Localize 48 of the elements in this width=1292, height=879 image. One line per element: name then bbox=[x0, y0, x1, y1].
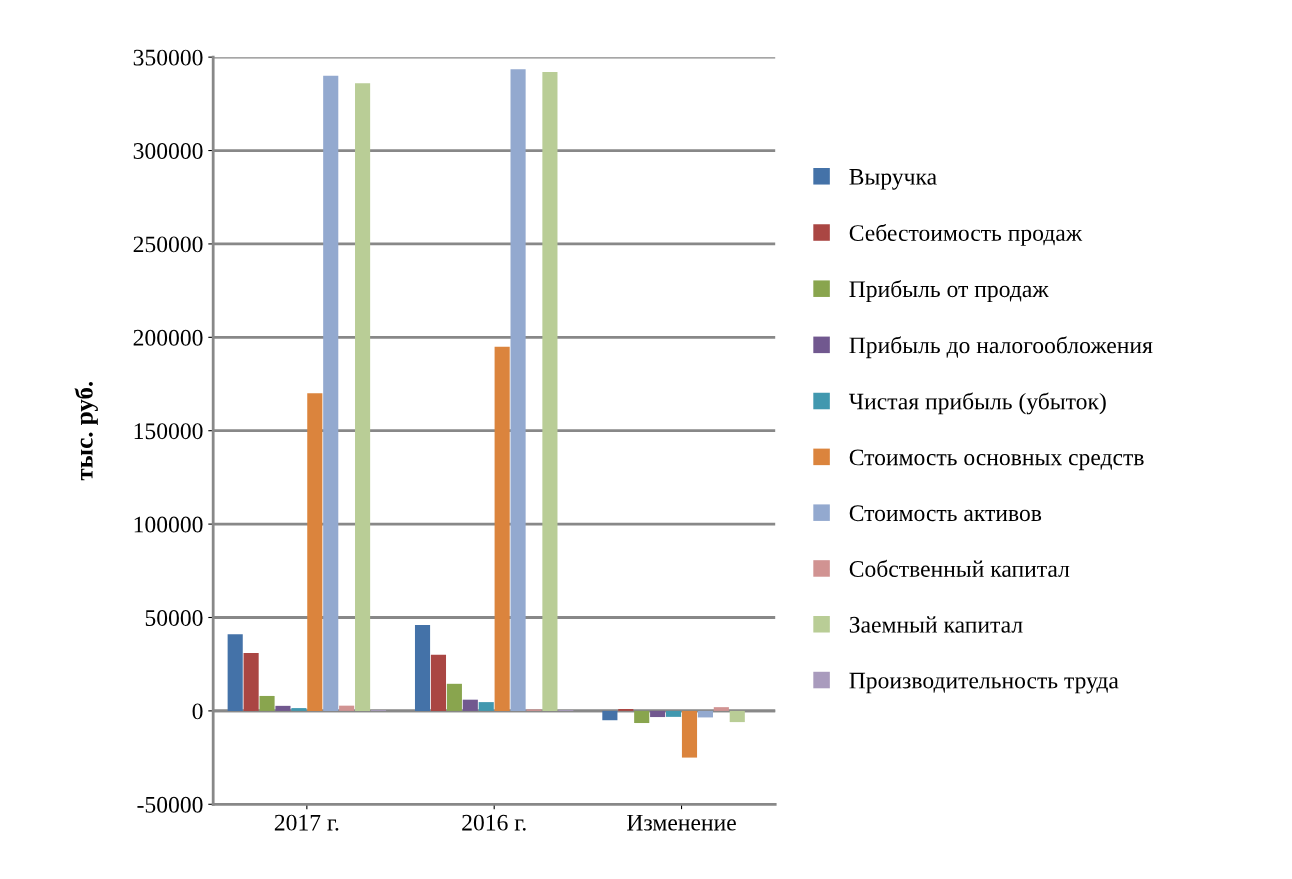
y-tick-label: 150000 bbox=[134, 423, 203, 440]
legend-label: Заемный капитал bbox=[849, 616, 1023, 633]
bar bbox=[323, 75, 339, 711]
bar bbox=[414, 624, 431, 711]
bar bbox=[713, 707, 729, 711]
x-tick-label: 2016 г. bbox=[462, 814, 526, 831]
x-tick-label: Изменение bbox=[627, 814, 736, 831]
y-tick-label: -50000 bbox=[137, 796, 203, 813]
bar bbox=[291, 708, 307, 711]
bar bbox=[307, 393, 323, 711]
legend-label: Стоимость активов bbox=[849, 505, 1042, 522]
bar bbox=[462, 699, 478, 711]
bar bbox=[339, 705, 355, 711]
bar bbox=[478, 702, 494, 711]
bar bbox=[650, 710, 666, 718]
bar bbox=[542, 72, 558, 711]
bar bbox=[355, 83, 371, 711]
legend-label: Прибыль от продаж bbox=[849, 280, 1049, 302]
bar bbox=[430, 654, 447, 711]
legend-label: Выручка bbox=[849, 169, 937, 190]
bar bbox=[227, 634, 243, 711]
y-tick-label: 50000 bbox=[145, 609, 203, 626]
y-tick-label: 300000 bbox=[133, 143, 203, 159]
bar bbox=[602, 710, 618, 721]
y-tick-label: 350000 bbox=[133, 49, 203, 66]
bar bbox=[446, 683, 462, 711]
bar bbox=[681, 710, 698, 758]
y-axis-title: тыс. руб. bbox=[74, 381, 98, 481]
legend-label: Производительность труда bbox=[849, 672, 1119, 694]
bar bbox=[729, 710, 745, 723]
bar bbox=[510, 69, 526, 711]
legend-label: Стоимость основных средств bbox=[849, 449, 1144, 471]
legend-label: Прибыль до налогообложения bbox=[849, 336, 1153, 359]
bar bbox=[494, 346, 510, 711]
y-tick-label: 0 bbox=[192, 703, 203, 720]
bar bbox=[275, 705, 291, 711]
y-tick-label: 250000 bbox=[133, 236, 203, 253]
y-tick-label: 200000 bbox=[133, 329, 203, 346]
bar bbox=[697, 710, 713, 718]
legend-label: Чистая прибыль (убыток) bbox=[848, 392, 1106, 415]
bar bbox=[634, 710, 650, 724]
x-tick-label: 2017 г. bbox=[274, 814, 339, 831]
bar bbox=[243, 652, 259, 711]
y-tick-label: 100000 bbox=[134, 516, 203, 533]
legend-label: Собственный капитал bbox=[849, 559, 1070, 577]
bar bbox=[259, 695, 275, 711]
legend-label: Себестоимость продаж bbox=[849, 223, 1083, 246]
bar bbox=[666, 710, 682, 717]
